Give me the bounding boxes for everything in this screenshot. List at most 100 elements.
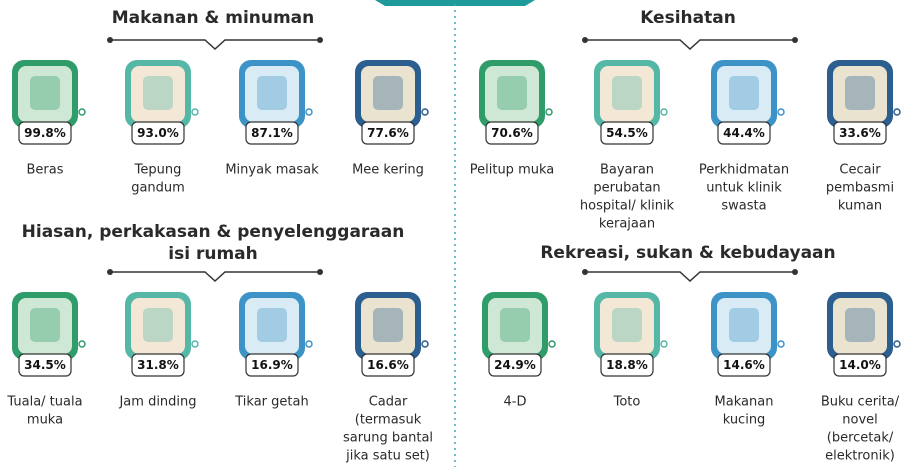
- item-label: 4-D: [504, 395, 527, 410]
- icon-detail: [845, 308, 875, 342]
- icon-detail: [612, 76, 642, 110]
- pct-value: 87.1%: [251, 126, 293, 140]
- icon-dot: [422, 109, 428, 115]
- item: 33.6% Cecair pembasmi kuman: [826, 60, 900, 214]
- pct-value: 70.6%: [491, 126, 533, 140]
- item: 87.1% Minyak masak: [225, 60, 319, 178]
- icon-detail: [500, 308, 530, 342]
- bracket-dot: [792, 37, 798, 43]
- icon-detail: [143, 308, 173, 342]
- section-title: Makanan & minuman: [112, 8, 315, 28]
- bracket-dot: [107, 269, 113, 275]
- item-label: (bercetak/: [827, 431, 894, 446]
- item-label: Minyak masak: [225, 163, 319, 178]
- pct-value: 33.6%: [839, 126, 881, 140]
- item-label: perubatan: [593, 181, 660, 196]
- icon-dot: [894, 341, 900, 347]
- icon-detail: [30, 308, 60, 342]
- item-label: untuk klinik: [706, 181, 782, 196]
- item-label: kerajaan: [599, 217, 655, 232]
- item-label: Tepung: [134, 163, 182, 178]
- item: 77.6%Mee kering: [352, 60, 428, 178]
- pct-value: 14.6%: [723, 358, 765, 372]
- icon-dot: [422, 341, 428, 347]
- item: 31.8% Jam dinding: [118, 292, 198, 410]
- icon-dot: [894, 109, 900, 115]
- pct-value: 93.0%: [137, 126, 179, 140]
- section-title: Rekreasi, sukan & kebudayaan: [540, 243, 835, 263]
- item: 16.9%Tikar getah: [234, 292, 312, 410]
- item: 70.6% Pelitup muka: [470, 60, 555, 178]
- pct-value: 99.8%: [24, 126, 66, 140]
- icon-detail: [143, 76, 173, 110]
- infographic: Makanan & minuman 99.8% Beras 93.0% Tepung ga…: [0, 0, 907, 467]
- icon-detail: [729, 76, 759, 110]
- icon-detail: [729, 308, 759, 342]
- pct-value: 16.9%: [251, 358, 293, 372]
- bracket: [585, 40, 795, 49]
- item-label: Perkhidmatan: [699, 163, 789, 178]
- icon-dot: [192, 109, 198, 115]
- icon-dot: [192, 341, 198, 347]
- pct-value: 31.8%: [137, 358, 179, 372]
- item-label: muka: [27, 413, 63, 428]
- icon-dot: [778, 341, 784, 347]
- icon-dot: [661, 109, 667, 115]
- item: 93.0% Tepung gandum: [125, 60, 198, 196]
- section-title: isi rumah: [168, 244, 257, 264]
- pct-value: 24.9%: [494, 358, 536, 372]
- item-label: sarung bantal: [343, 431, 433, 446]
- pct-value: 44.4%: [723, 126, 765, 140]
- bracket-dot: [792, 269, 798, 275]
- bracket: [110, 40, 320, 49]
- item-label: hospital/ klinik: [580, 199, 675, 214]
- icon-dot: [306, 109, 312, 115]
- item-label: pembasmi: [826, 181, 894, 196]
- bracket: [110, 272, 320, 281]
- icon-dot: [306, 341, 312, 347]
- icon-detail: [257, 308, 287, 342]
- bracket-dot: [317, 37, 323, 43]
- bracket-dot: [582, 269, 588, 275]
- icon-detail: [612, 308, 642, 342]
- bracket-dot: [107, 37, 113, 43]
- icon-detail: [257, 76, 287, 110]
- item-label: elektronik): [825, 449, 895, 464]
- icon-detail: [497, 76, 527, 110]
- item-label: Makanan: [715, 395, 774, 410]
- item-label: Cecair: [839, 163, 881, 178]
- item: 44.4% Perkhidmatan untuk klinik swasta: [699, 60, 789, 214]
- item: 16.6%Cadar(termasuksarung bantaljika sat…: [343, 292, 433, 464]
- item-label: kuman: [838, 199, 882, 214]
- icon-detail: [30, 76, 60, 110]
- section-title: Hiasan, perkakasan & penyelenggaraan: [22, 222, 405, 242]
- item: 18.8%Toto: [594, 292, 667, 410]
- pct-value: 77.6%: [367, 126, 409, 140]
- item-label: novel: [842, 413, 878, 428]
- item: 14.0%Buku cerita/novel(bercetak/elektron…: [821, 292, 900, 464]
- bracket-dot: [582, 37, 588, 43]
- pct-value: 18.8%: [606, 358, 648, 372]
- item: 99.8% Beras: [12, 60, 85, 178]
- icon-dot: [79, 341, 85, 347]
- item-label: Beras: [26, 163, 63, 178]
- icon-detail: [373, 76, 403, 110]
- item-label: Jam dinding: [118, 395, 196, 410]
- icon-detail: [845, 76, 875, 110]
- item-label: kucing: [723, 413, 766, 428]
- item-label: Tuala/ tuala: [6, 395, 82, 410]
- icon-dot: [661, 341, 667, 347]
- item-label: gandum: [131, 181, 185, 196]
- item: 14.6% Makanan kucing: [711, 292, 784, 428]
- item-label: Buku cerita/: [821, 395, 900, 410]
- item-label: Pelitup muka: [470, 163, 555, 178]
- bracket: [585, 272, 795, 281]
- item-label: swasta: [721, 199, 766, 214]
- icon-detail: [373, 308, 403, 342]
- bracket-dot: [317, 269, 323, 275]
- section-title: Kesihatan: [640, 8, 736, 28]
- item-label: jika satu set): [345, 449, 430, 464]
- pct-value: 54.5%: [606, 126, 648, 140]
- pct-value: 34.5%: [24, 358, 66, 372]
